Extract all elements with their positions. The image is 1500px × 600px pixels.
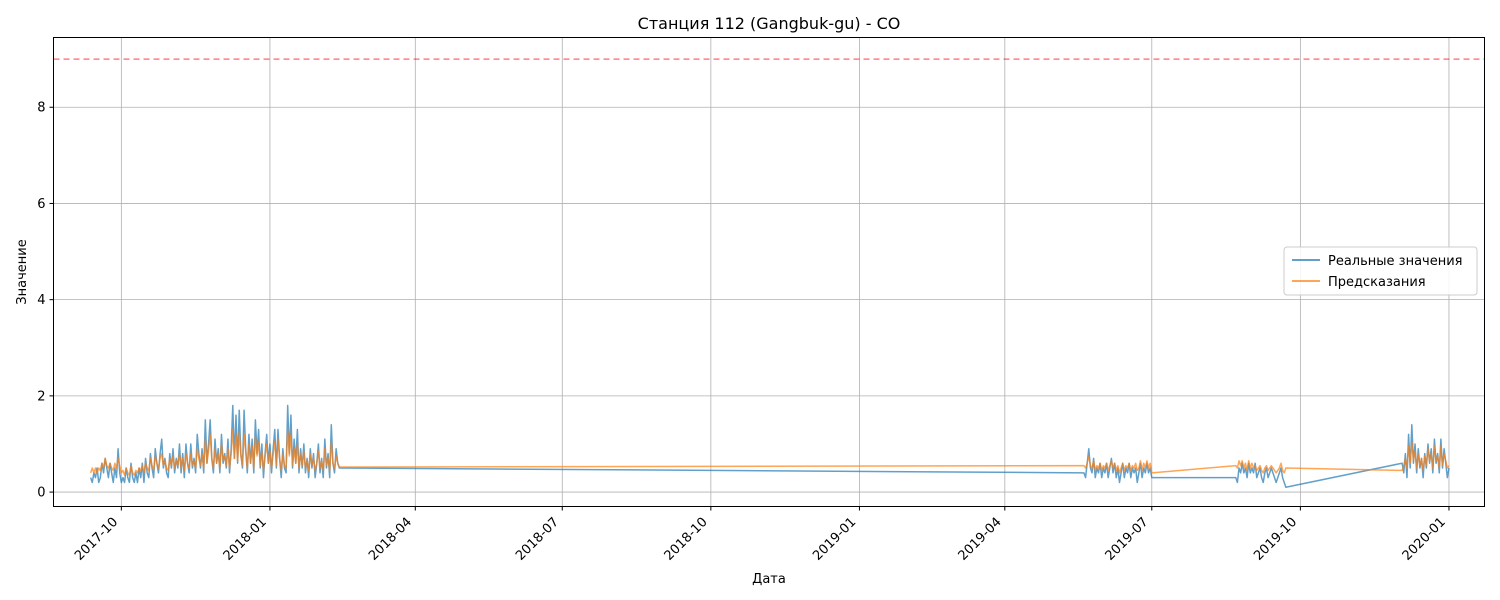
plot-frame: [53, 37, 1485, 507]
series-layer: [89, 404, 1450, 489]
y-axis-label: Значение: [15, 239, 30, 304]
chart-title: Станция 112 (Gangbuk-gu) - CO: [638, 14, 901, 33]
x-axis-label: Дата: [752, 572, 786, 587]
y-tick-label: 6: [37, 197, 45, 212]
legend-label-predicted: Предсказания: [1328, 275, 1426, 290]
legend-label-real: Реальные значения: [1328, 254, 1463, 269]
series-line-predicted: [89, 428, 1450, 476]
y-tick-label: 0: [37, 486, 45, 501]
y-tick-label: 4: [37, 293, 45, 308]
y-tick-label: 2: [37, 389, 45, 404]
legend: Реальные значения Предсказания: [1283, 246, 1478, 296]
y-axis: 0 2 4 6 8: [37, 101, 54, 501]
y-tick-label: 8: [37, 101, 45, 116]
legend-box: [1283, 246, 1478, 296]
